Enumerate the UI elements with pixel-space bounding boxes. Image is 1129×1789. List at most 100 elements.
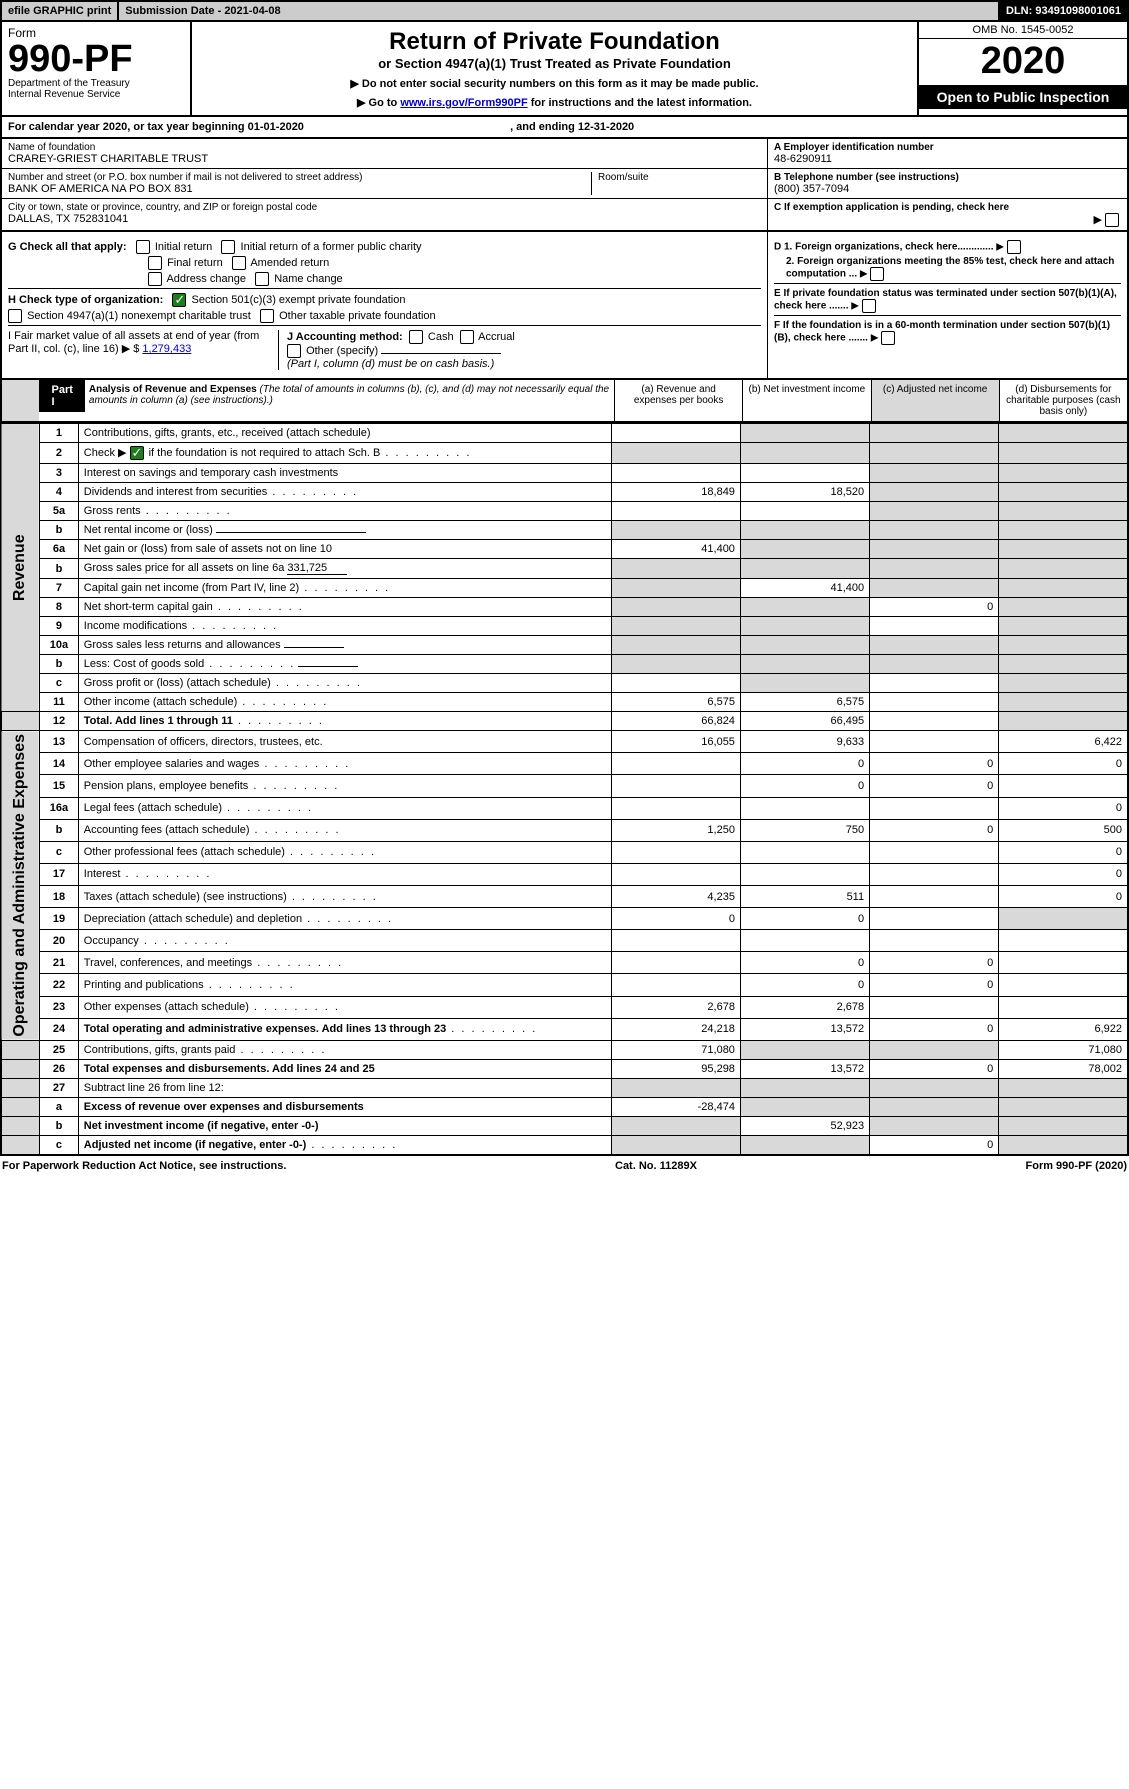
table-row: 26Total expenses and disbursements. Add …: [1, 1059, 1128, 1078]
table-row: 12Total. Add lines 1 through 1166,82466,…: [1, 712, 1128, 731]
col-d-header: (d) Disbursements for charitable purpose…: [999, 380, 1127, 421]
ein-label: A Employer identification number: [774, 142, 1121, 153]
table-row: bLess: Cost of goods sold: [1, 655, 1128, 674]
table-row: 20Occupancy: [1, 930, 1128, 952]
g-address-checkbox[interactable]: [148, 272, 162, 286]
d2-checkbox[interactable]: [870, 267, 884, 281]
g-amended-checkbox[interactable]: [232, 256, 246, 270]
g-initial-checkbox[interactable]: [136, 240, 150, 254]
foundation-name: CRAREY-GRIEST CHARITABLE TRUST: [8, 153, 761, 165]
table-row: bNet investment income (if negative, ent…: [1, 1116, 1128, 1135]
instr-link: ▶ Go to www.irs.gov/Form990PF for instru…: [198, 96, 911, 109]
table-row: Revenue 1Contributions, gifts, grants, e…: [1, 424, 1128, 443]
j-accrual-checkbox[interactable]: [460, 330, 474, 344]
d1-checkbox[interactable]: [1007, 240, 1021, 254]
table-row: 14Other employee salaries and wages000: [1, 753, 1128, 775]
part1-table: Revenue 1Contributions, gifts, grants, e…: [0, 423, 1129, 1156]
footer-right: Form 990-PF (2020): [1026, 1160, 1127, 1172]
tel-label: B Telephone number (see instructions): [774, 172, 1121, 183]
top-bar: efile GRAPHIC print Submission Date - 20…: [0, 0, 1129, 22]
e-checkbox[interactable]: [862, 299, 876, 313]
table-row: 7Capital gain net income (from Part IV, …: [1, 579, 1128, 598]
table-row: 8Net short-term capital gain0: [1, 598, 1128, 617]
table-row: cOther professional fees (attach schedul…: [1, 841, 1128, 863]
table-row: 17Interest0: [1, 863, 1128, 885]
entity-block: Name of foundation CRAREY-GRIEST CHARITA…: [0, 139, 1129, 232]
table-row: 23Other expenses (attach schedule)2,6782…: [1, 996, 1128, 1018]
table-row: 16aLegal fees (attach schedule)0: [1, 797, 1128, 819]
dln: DLN: 93491098001061: [1000, 2, 1127, 20]
table-row: aExcess of revenue over expenses and dis…: [1, 1097, 1128, 1116]
name-label: Name of foundation: [8, 142, 761, 153]
efile-label: efile GRAPHIC print: [2, 2, 119, 20]
city-state-zip: DALLAS, TX 752831041: [8, 213, 761, 225]
g-final-checkbox[interactable]: [148, 256, 162, 270]
calendar-year-row: For calendar year 2020, or tax year begi…: [0, 117, 1129, 139]
city-label: City or town, state or province, country…: [8, 202, 761, 213]
table-row: bGross sales price for all assets on lin…: [1, 559, 1128, 579]
table-row: 19Depreciation (attach schedule) and dep…: [1, 908, 1128, 930]
table-row: 15Pension plans, employee benefits00: [1, 775, 1128, 797]
ein: 48-6290911: [774, 153, 1121, 165]
table-row: bNet rental income or (loss): [1, 521, 1128, 540]
table-row: 25Contributions, gifts, grants paid71,08…: [1, 1040, 1128, 1059]
telephone: (800) 357-7094: [774, 183, 1121, 195]
form-number: 990-PF: [8, 40, 184, 78]
table-row: 5aGross rents: [1, 502, 1128, 521]
table-row: cGross profit or (loss) (attach schedule…: [1, 674, 1128, 693]
page-footer: For Paperwork Reduction Act Notice, see …: [0, 1156, 1129, 1176]
fmv-value[interactable]: 1,279,433: [142, 343, 191, 355]
omb-number: OMB No. 1545-0052: [919, 22, 1127, 39]
c-label: C If exemption application is pending, c…: [774, 202, 1121, 213]
table-row: 27Subtract line 26 from line 12:: [1, 1078, 1128, 1097]
form-header: Form 990-PF Department of the Treasury I…: [0, 22, 1129, 117]
table-row: 10aGross sales less returns and allowanc…: [1, 636, 1128, 655]
irs-label: Internal Revenue Service: [8, 89, 184, 100]
expenses-side-label: Operating and Administrative Expenses: [1, 731, 40, 1041]
table-row: 22Printing and publications00: [1, 974, 1128, 996]
revenue-side-label: Revenue: [1, 424, 40, 712]
form-title: Return of Private Foundation: [198, 28, 911, 56]
h-4947-checkbox[interactable]: [8, 309, 22, 323]
j-cash-checkbox[interactable]: [409, 330, 423, 344]
submission-date: Submission Date - 2021-04-08: [119, 2, 1000, 20]
dept-treasury: Department of the Treasury: [8, 78, 184, 89]
table-row: 3Interest on savings and temporary cash …: [1, 464, 1128, 483]
table-row: Operating and Administrative Expenses 13…: [1, 731, 1128, 753]
addr-label: Number and street (or P.O. box number if…: [8, 172, 591, 183]
open-public: Open to Public Inspection: [919, 85, 1127, 109]
table-row: 6aNet gain or (loss) from sale of assets…: [1, 540, 1128, 559]
g-row: G Check all that apply: Initial return I…: [8, 240, 761, 254]
table-row: 9Income modifications: [1, 617, 1128, 636]
f-checkbox[interactable]: [881, 331, 895, 345]
h-501c3-checkbox[interactable]: [172, 293, 186, 307]
form990pf-link[interactable]: www.irs.gov/Form990PF: [400, 97, 527, 109]
col-b-header: (b) Net investment income: [742, 380, 870, 421]
g-name-checkbox[interactable]: [255, 272, 269, 286]
table-row: 21Travel, conferences, and meetings00: [1, 952, 1128, 974]
table-row: 11Other income (attach schedule)6,5756,5…: [1, 693, 1128, 712]
checks-block: G Check all that apply: Initial return I…: [0, 232, 1129, 380]
table-row: 18Taxes (attach schedule) (see instructi…: [1, 885, 1128, 907]
table-row: 2Check ▶ if the foundation is not requir…: [1, 443, 1128, 464]
table-row: 4Dividends and interest from securities1…: [1, 483, 1128, 502]
part1-title: Analysis of Revenue and Expenses: [89, 384, 257, 395]
g-initial-former-checkbox[interactable]: [221, 240, 235, 254]
footer-left: For Paperwork Reduction Act Notice, see …: [2, 1160, 286, 1172]
j-other-checkbox[interactable]: [287, 344, 301, 358]
table-row: cAdjusted net income (if negative, enter…: [1, 1135, 1128, 1155]
col-c-header: (c) Adjusted net income: [871, 380, 999, 421]
table-row: 24Total operating and administrative exp…: [1, 1018, 1128, 1040]
c-checkbox[interactable]: [1105, 213, 1119, 227]
instr-ssn: ▶ Do not enter social security numbers o…: [198, 77, 911, 90]
h-other-checkbox[interactable]: [260, 309, 274, 323]
j-note: (Part I, column (d) must be on cash basi…: [287, 358, 494, 370]
col-a-header: (a) Revenue and expenses per books: [614, 380, 742, 421]
schb-checkbox[interactable]: [130, 446, 144, 460]
footer-mid: Cat. No. 11289X: [615, 1160, 697, 1172]
part1-label: Part I: [39, 380, 84, 412]
form-subtitle: or Section 4947(a)(1) Trust Treated as P…: [198, 56, 911, 71]
part1-header: Part I Analysis of Revenue and Expenses …: [0, 380, 1129, 423]
tax-year: 2020: [919, 39, 1127, 85]
address: BANK OF AMERICA NA PO BOX 831: [8, 183, 591, 195]
